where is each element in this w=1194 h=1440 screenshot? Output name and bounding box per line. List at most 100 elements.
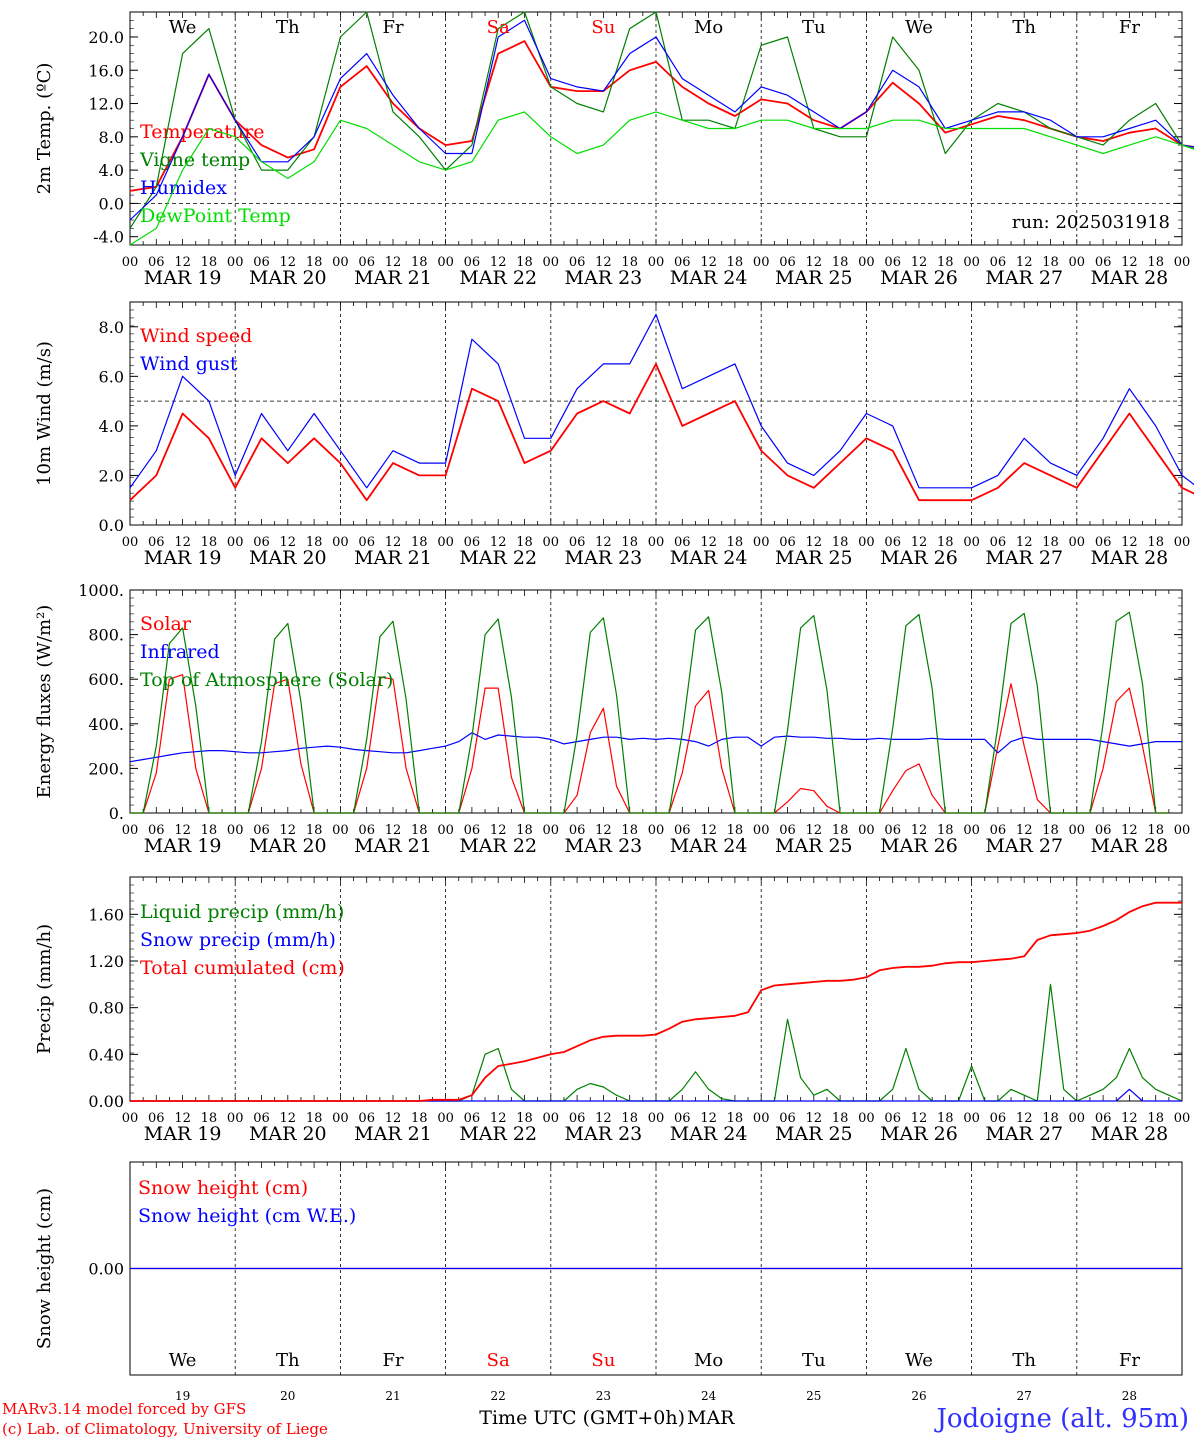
hour-tick-label: 06 [1095,823,1112,838]
hour-tick-label: 00 [648,255,665,270]
hour-tick-label: 00 [858,255,875,270]
hour-tick-label: 00 [122,823,139,838]
hour-tick-label: 06 [884,823,901,838]
plot-frame [129,301,1183,526]
hour-tick-label: 00 [437,1111,454,1126]
weekday-label: We [905,17,933,38]
hour-tick-label: 18 [411,255,428,270]
hour-tick-label: 06 [1095,255,1112,270]
y-tick-label: 12.0 [88,95,124,114]
hour-tick-label: 18 [201,823,218,838]
weekday-label: Th [1012,17,1036,38]
hour-tick-label: 18 [727,823,744,838]
day-number-label: 26 [911,1389,926,1403]
hour-tick-label: 18 [621,535,638,550]
series-line-vigne-temp [129,11,1194,229]
hour-tick-label: 12 [280,255,297,270]
series-line-wind-gust [129,313,1194,489]
y-tick-label: 20.0 [88,28,124,47]
date-label: MAR 21 [354,547,432,569]
hour-tick-label: 06 [358,1111,375,1126]
hour-tick-label: 18 [832,1111,849,1126]
date-label: MAR 20 [249,547,327,569]
hour-tick-label: 00 [858,535,875,550]
hour-tick-label: 18 [937,535,954,550]
date-label: MAR 25 [775,267,853,289]
weekday-label: Fr [1119,1350,1140,1371]
weekday-label: Sa [487,1350,510,1371]
date-label: MAR 19 [144,267,222,289]
y-axis-title: 2m Temp. (ºC) [34,63,55,195]
date-label: MAR 23 [565,835,643,857]
lab-credit: (c) Lab. of Climatology, University of L… [2,1420,328,1438]
hour-tick-label: 12 [174,1111,191,1126]
date-label: MAR 22 [459,1123,537,1145]
hour-tick-label: 18 [1147,535,1164,550]
hour-tick-label: 00 [332,1111,349,1126]
day-number-label: 22 [491,1389,506,1403]
hour-tick-label: 06 [148,255,165,270]
hour-tick-label: 12 [174,255,191,270]
legend-entry: Wind speed [140,325,252,347]
hour-tick-label: 18 [306,535,323,550]
weekday-label: Tu [802,17,826,38]
hour-tick-label: 18 [411,1111,428,1126]
hour-tick-label: 12 [806,823,823,838]
hour-tick-label: 06 [990,255,1007,270]
hour-tick-label: 00 [122,255,139,270]
series-line-infrared [129,732,1182,763]
hour-tick-label: 00 [227,823,244,838]
y-tick-label: 0.0 [99,194,124,213]
date-label: MAR 22 [459,835,537,857]
date-label: MAR 26 [880,835,958,857]
hour-tick-label: 12 [595,1111,612,1126]
date-label: MAR 24 [670,547,748,569]
legend-entry: Snow height (cm W.E.) [138,1205,356,1227]
panel-2: 0.0 2.0 4.0 6.0 8.0 10m Wind (m/s) Wind speed W… [34,301,1194,569]
hour-tick-label: 00 [1174,1111,1191,1126]
date-label: MAR 26 [880,267,958,289]
legend-entry: Temperature [140,121,264,143]
hour-tick-label: 00 [543,823,560,838]
legend-entry: Vigne temp [139,149,250,171]
hour-tick-label: 12 [1016,1111,1033,1126]
legend-entry: DewPoint Temp [140,205,291,227]
weekday-label: Th [276,1350,300,1371]
hour-tick-label: 06 [148,823,165,838]
date-label: MAR 27 [985,547,1063,569]
legend-entry: Snow precip (mm/h) [140,929,336,951]
hour-tick-label: 00 [1174,535,1191,550]
weekday-label: We [169,1350,197,1371]
hour-tick-label: 06 [464,823,481,838]
date-label: MAR 27 [985,1123,1063,1145]
hour-tick-label: 18 [937,1111,954,1126]
hour-tick-label: 06 [884,535,901,550]
series-line-wind-speed [129,362,1194,502]
hour-tick-label: 00 [753,255,770,270]
hour-tick-label: 18 [937,255,954,270]
date-label: MAR 22 [459,267,537,289]
date-label: MAR 24 [670,267,748,289]
date-label: MAR 28 [1091,1123,1169,1145]
date-label: MAR 27 [985,267,1063,289]
y-tick-label: 1000. [78,581,124,600]
hour-tick-label: 00 [963,535,980,550]
hour-tick-label: 18 [306,1111,323,1126]
hour-tick-label: 00 [227,255,244,270]
hour-tick-label: 12 [1121,255,1138,270]
hour-tick-label: 00 [543,535,560,550]
hour-tick-label: 12 [1016,255,1033,270]
hour-tick-label: 12 [1121,823,1138,838]
date-label: MAR 26 [880,547,958,569]
hour-tick-label: 06 [569,823,586,838]
hour-tick-label: 06 [569,1111,586,1126]
hour-tick-label: 12 [700,535,717,550]
hour-tick-label: 12 [700,1111,717,1126]
hour-tick-label: 06 [464,1111,481,1126]
legend-entry: Liquid precip (mm/h) [140,901,344,923]
legend-entry: Total cumulated (cm) [140,957,345,979]
hour-tick-label: 00 [753,1111,770,1126]
y-tick-label: 8.0 [99,128,124,147]
day-number-label: 27 [1017,1389,1032,1403]
